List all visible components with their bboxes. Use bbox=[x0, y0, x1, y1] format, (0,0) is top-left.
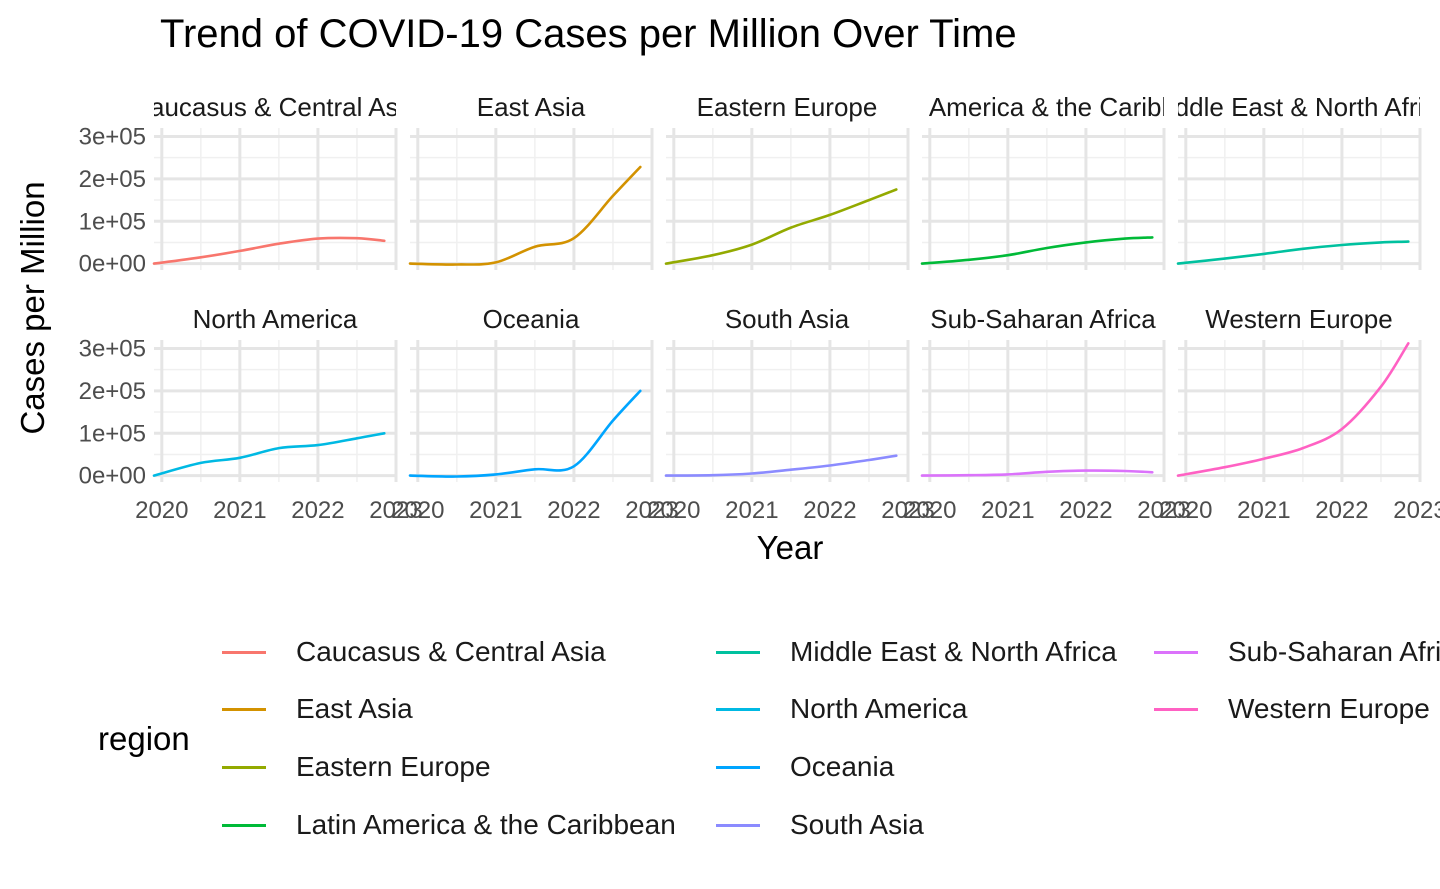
x-tick-label: 2020 bbox=[1159, 497, 1212, 524]
legend-key bbox=[716, 707, 760, 711]
y-tick-label: 0e+00 bbox=[79, 463, 146, 490]
legend-label: East Asia bbox=[296, 693, 413, 724]
panel-caucasus-central-asia: Caucasus & Central Asia bbox=[131, 92, 419, 270]
legend-label: Middle East & North Africa bbox=[790, 636, 1117, 667]
panel-eastern-europe: Eastern Europe bbox=[664, 92, 910, 270]
x-tick-label: 2023 bbox=[1137, 497, 1190, 524]
legend-key bbox=[222, 765, 266, 769]
facet-label: Caucasus & Central Asia bbox=[131, 92, 419, 122]
series-line-south-asia bbox=[664, 454, 898, 477]
legend-key bbox=[716, 823, 760, 827]
series-line-north-america bbox=[152, 432, 386, 477]
legend-item-east-asia: East Asia bbox=[222, 689, 413, 729]
x-tick-label: 2023 bbox=[369, 497, 422, 524]
x-tick-label: 2023 bbox=[881, 497, 934, 524]
x-tick-label: 2020 bbox=[647, 497, 700, 524]
legend-key bbox=[222, 707, 266, 711]
x-tick-label: 2021 bbox=[213, 497, 266, 524]
series-line-western-europe bbox=[1176, 342, 1410, 477]
facet-label: South Asia bbox=[725, 304, 850, 334]
legend-item-sub-saharan-africa: Sub-Saharan Africa bbox=[1154, 632, 1440, 672]
legend-item-caucasus-central-asia: Caucasus & Central Asia bbox=[222, 632, 606, 672]
panel-western-europe: Western Europe bbox=[1176, 304, 1422, 482]
facet-label: Eastern Europe bbox=[697, 92, 878, 122]
legend-item-south-asia: South Asia bbox=[716, 805, 924, 845]
panel-oceania: Oceania bbox=[408, 304, 654, 482]
facet-label: Middle East & North Africa bbox=[1147, 92, 1440, 122]
series-line-oceania bbox=[408, 389, 642, 478]
legend-label: Latin America & the Caribbean bbox=[296, 809, 676, 840]
legend-item-western-europe: Western Europe bbox=[1154, 689, 1430, 729]
legend-key bbox=[222, 650, 266, 654]
legend-title: region bbox=[98, 720, 190, 757]
x-tick-label: 2020 bbox=[391, 497, 444, 524]
facet-label: East Asia bbox=[477, 92, 586, 122]
legend-key bbox=[716, 765, 760, 769]
panel-middle-east-north-africa: Middle East & North Africa bbox=[1147, 92, 1440, 270]
panel-north-america: North America bbox=[152, 304, 398, 482]
legend-item-north-america: North America bbox=[716, 689, 967, 729]
y-axis-title: Cases per Million bbox=[14, 181, 51, 434]
x-tick-label: 2022 bbox=[803, 497, 856, 524]
facet-label: Sub-Saharan Africa bbox=[930, 304, 1156, 334]
legend-item-eastern-europe: Eastern Europe bbox=[222, 747, 491, 787]
legend-item-oceania: Oceania bbox=[716, 747, 894, 787]
panel-latin-america-the-caribbean: Latin America & the Caribbean bbox=[867, 92, 1220, 270]
facet-label: Latin America & the Caribbean bbox=[867, 92, 1220, 122]
panel-south-asia: South Asia bbox=[664, 304, 910, 482]
x-tick-label: 2021 bbox=[1237, 497, 1290, 524]
x-tick-label: 2021 bbox=[469, 497, 522, 524]
panel-sub-saharan-africa: Sub-Saharan Africa bbox=[920, 304, 1166, 482]
y-tick-label: 3e+05 bbox=[79, 123, 146, 150]
panel-east-asia: East Asia bbox=[408, 92, 654, 270]
x-tick-label: 2023 bbox=[625, 497, 678, 524]
legend-item-latin-america-the-caribbean: Latin America & the Caribbean bbox=[222, 805, 676, 845]
series-line-eastern-europe bbox=[664, 188, 898, 265]
legend-item-middle-east-north-africa: Middle East & North Africa bbox=[716, 632, 1117, 672]
legend-label: Western Europe bbox=[1228, 693, 1430, 724]
y-tick-label: 1e+05 bbox=[79, 208, 146, 235]
x-tick-label: 2021 bbox=[981, 497, 1034, 524]
legend-label: Sub-Saharan Africa bbox=[1228, 636, 1440, 667]
y-tick-label: 3e+05 bbox=[79, 335, 146, 362]
series-line-middle-east-north-africa bbox=[1176, 240, 1410, 265]
y-tick-label: 0e+00 bbox=[79, 251, 146, 278]
chart-title: Trend of COVID-19 Cases per Million Over… bbox=[160, 12, 1017, 56]
series-line-caucasus-central-asia bbox=[152, 236, 386, 265]
x-tick-label: 2022 bbox=[291, 497, 344, 524]
facet-label: Oceania bbox=[483, 304, 580, 334]
legend-label: North America bbox=[790, 693, 968, 724]
y-tick-label: 2e+05 bbox=[79, 378, 146, 405]
x-tick-label: 2022 bbox=[1315, 497, 1368, 524]
legend-label: Caucasus & Central Asia bbox=[296, 636, 606, 667]
y-tick-label: 2e+05 bbox=[79, 166, 146, 193]
facet-label: North America bbox=[193, 304, 358, 334]
series-line-sub-saharan-africa bbox=[920, 469, 1154, 477]
x-tick-label: 2022 bbox=[1059, 497, 1112, 524]
x-tick-label: 2022 bbox=[547, 497, 600, 524]
legend-key bbox=[222, 823, 266, 827]
y-tick-label: 1e+05 bbox=[79, 420, 146, 447]
legend-key bbox=[1154, 650, 1198, 654]
legend-key bbox=[716, 650, 760, 654]
legend-key bbox=[1154, 707, 1198, 711]
series-line-latin-america-the-caribbean bbox=[920, 236, 1154, 265]
x-tick-label: 2021 bbox=[725, 497, 778, 524]
x-tick-label: 2020 bbox=[135, 497, 188, 524]
legend-label: Oceania bbox=[790, 751, 895, 782]
x-tick-label: 2020 bbox=[903, 497, 956, 524]
facet-label: Western Europe bbox=[1205, 304, 1392, 334]
faceted-line-chart: Caucasus & Central Asia East Asia Eastern … bbox=[14, 92, 1440, 566]
x-axis-title: Year bbox=[757, 529, 824, 566]
x-tick-label: 2023 bbox=[1393, 497, 1440, 524]
series-line-east-asia bbox=[408, 165, 642, 266]
legend-label: South Asia bbox=[790, 809, 924, 840]
legend-label: Eastern Europe bbox=[296, 751, 491, 782]
